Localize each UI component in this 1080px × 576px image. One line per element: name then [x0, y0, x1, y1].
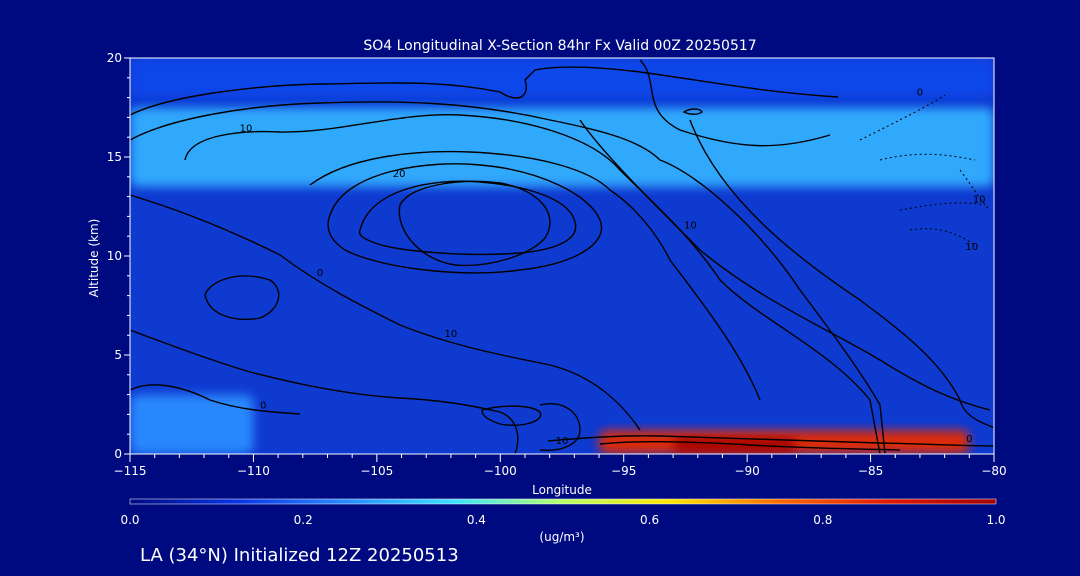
- contour-line: [481, 405, 542, 426]
- contour-line: [130, 101, 886, 454]
- contour-line: [689, 119, 994, 429]
- contour-line: [859, 94, 946, 141]
- field-patch: [130, 394, 254, 454]
- x-tick-label: −115: [114, 464, 147, 478]
- plot-area: 10 20 0 10 0 10 10 0 10 10 0: [129, 57, 995, 455]
- contour-line: [398, 180, 551, 267]
- contour-label: 0: [260, 400, 266, 411]
- contour-label: 10: [240, 123, 253, 134]
- contour-label: 10: [445, 329, 458, 340]
- contour-line: [539, 403, 581, 452]
- contour-line: [682, 108, 703, 115]
- contour-label: 10: [965, 242, 978, 253]
- colorbar-tick-label: 0.0: [120, 513, 139, 527]
- footer-info: LA (34°N) Initialized 12Z 20250513: [140, 545, 459, 566]
- x-tick-label: −105: [360, 464, 393, 478]
- contour-label: 10: [684, 220, 697, 231]
- colorbar: 0.0 0.2 0.4 0.6 0.8 1.0 (ug/m³): [120, 498, 1006, 544]
- contour-line: [184, 114, 881, 454]
- colorbar-ticks: 0.0 0.2 0.4 0.6 0.8 1.0: [120, 513, 1005, 527]
- colorbar-tick-label: 0.4: [467, 513, 486, 527]
- contour-line: [204, 275, 280, 321]
- contour-lines: [130, 59, 994, 454]
- colorbar-units: (ug/m³): [539, 530, 584, 544]
- contour-line: [130, 329, 519, 454]
- colorbar-tick-label: 1.0: [986, 513, 1005, 527]
- field-patch: [673, 438, 797, 453]
- x-tick-label: −95: [611, 464, 636, 478]
- y-axis: 0 5 10 15 20: [107, 51, 130, 461]
- contour-line: [599, 441, 901, 451]
- contour-line: [899, 202, 986, 211]
- chart-title: SO4 Longitudinal X-Section 84hr Fx Valid…: [363, 38, 756, 54]
- x-axis: −115 −110 −105 −100 −95 −90 −85 −80: [114, 454, 1007, 478]
- contour-label: 10: [973, 195, 986, 206]
- colorbar-tick-label: 0.2: [294, 513, 313, 527]
- contour-label-group: 10 20 0 10 0 10 10 0 10 10 0: [240, 88, 986, 447]
- y-tick-label: 5: [114, 348, 122, 362]
- x-tick-label: −85: [858, 464, 883, 478]
- y-tick-label: 20: [107, 51, 122, 65]
- x-tick-label: −80: [981, 464, 1006, 478]
- contour-line: [639, 59, 831, 147]
- contour-line: [327, 163, 603, 274]
- contour-label: 0: [917, 88, 923, 99]
- contour-label: 10: [556, 436, 569, 447]
- y-tick-label: 0: [114, 447, 122, 461]
- colorbar-tick-label: 0.6: [640, 513, 659, 527]
- colorbar-tick-label: 0.8: [813, 513, 832, 527]
- y-tick-label: 10: [107, 249, 122, 263]
- x-tick-label: −90: [734, 464, 759, 478]
- contour-line: [130, 194, 641, 431]
- contour-line: [879, 153, 976, 161]
- contour-line: [579, 119, 991, 411]
- field-patch: [130, 58, 994, 98]
- contour-line: [959, 169, 991, 211]
- y-tick-label: 15: [107, 150, 122, 164]
- contour-line: [358, 180, 577, 256]
- contour-line: [547, 435, 994, 447]
- contour-label: 0: [317, 268, 323, 279]
- contour-label: 0: [966, 434, 972, 445]
- x-tick-label: −110: [237, 464, 270, 478]
- contour-line: [130, 66, 839, 116]
- contour-line: [309, 150, 761, 401]
- contour-line: [130, 384, 301, 415]
- x-axis-label: Longitude: [532, 483, 592, 497]
- contour-label: 20: [393, 169, 406, 180]
- colorbar-ramp: [129, 498, 997, 505]
- x-tick-label: −100: [484, 464, 517, 478]
- field-patch: [130, 107, 994, 187]
- y-axis-label: Altitude (km): [87, 219, 101, 298]
